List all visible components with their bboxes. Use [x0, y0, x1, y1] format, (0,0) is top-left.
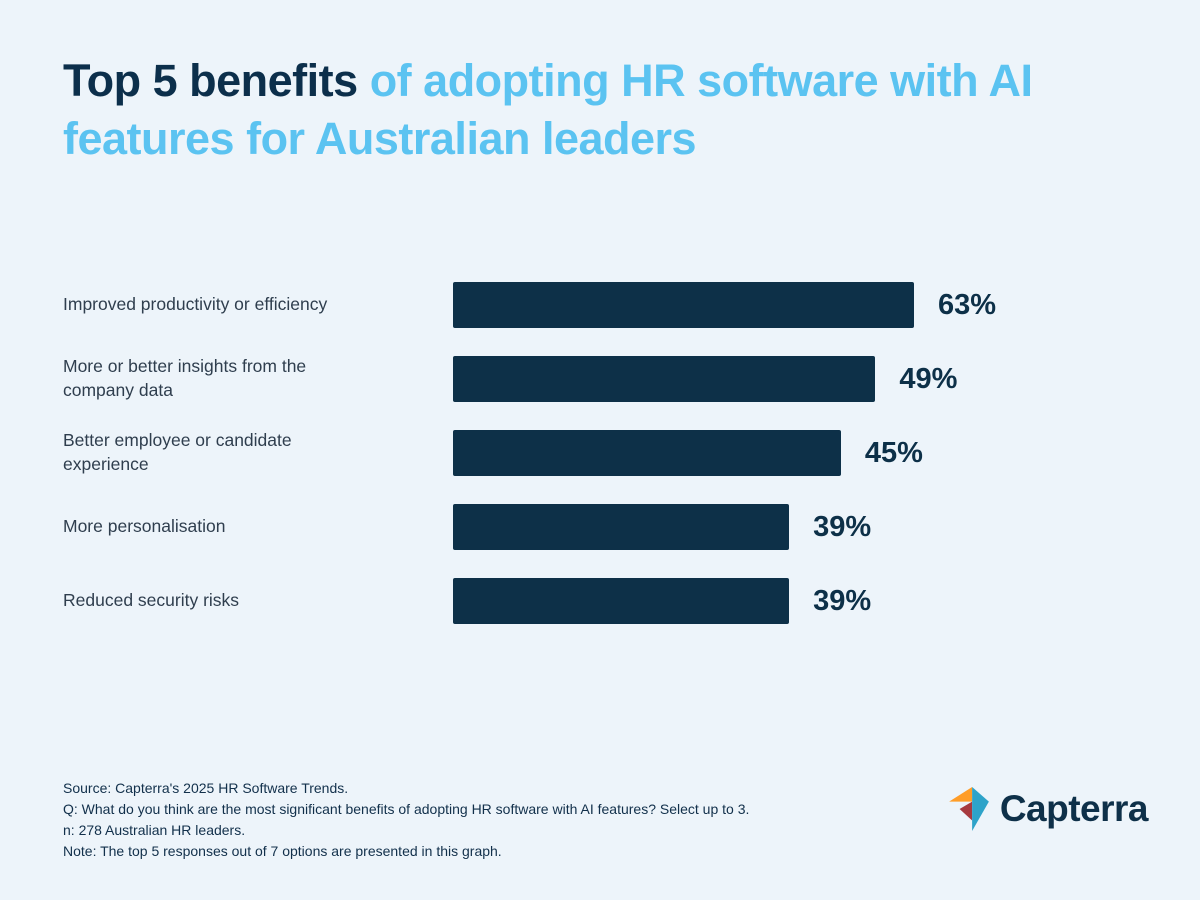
- capterra-logo-icon: [948, 787, 989, 831]
- capterra-wordmark: Capterra: [999, 788, 1149, 829]
- bar-track: 63%: [453, 282, 996, 328]
- bar-track: 39%: [453, 504, 996, 550]
- source-line: Source: Capterra's 2025 HR Software Tren…: [63, 780, 349, 796]
- page-title: Top 5 benefits of adopting HR software wi…: [63, 52, 1133, 167]
- source-notes: Source: Capterra's 2025 HR Software Tren…: [63, 778, 863, 862]
- category-label: More personalisation: [63, 516, 226, 537]
- chart-row: More or better insights from the company…: [63, 342, 1137, 416]
- title-light-segment: of adopting HR software with AI features…: [63, 55, 1033, 164]
- category-label: Reduced security risks: [63, 590, 240, 611]
- value-label: 39%: [813, 510, 872, 543]
- bar: [453, 504, 790, 550]
- value-label: 49%: [899, 362, 958, 395]
- sample-line: n: 278 Australian HR leaders.: [63, 822, 246, 838]
- chart-row: Reduced security risks 39%: [63, 564, 1137, 638]
- bar-track: 49%: [453, 356, 996, 402]
- bar: [453, 430, 841, 476]
- bar-track: 45%: [453, 430, 996, 476]
- bar: [453, 282, 914, 328]
- bar-chart: Improved productivity or efficiency 63% …: [63, 268, 1137, 638]
- bar: [453, 356, 876, 402]
- title-dark-segment: Top 5 benefits: [63, 55, 358, 106]
- value-label: 45%: [864, 436, 923, 469]
- bar: [453, 578, 790, 624]
- value-label: 63%: [937, 288, 996, 321]
- value-label: 39%: [813, 584, 872, 617]
- capterra-logo: Capterra: [948, 786, 1149, 832]
- bar-track: 39%: [453, 578, 996, 624]
- question-line: Q: What do you think are the most signif…: [63, 801, 750, 817]
- note-line: Note: The top 5 responses out of 7 optio…: [63, 843, 502, 859]
- category-label: More or better insights from the company…: [63, 356, 307, 400]
- chart-row: Improved productivity or efficiency 63%: [63, 268, 1137, 342]
- chart-row: Better employee or candidate experience …: [63, 416, 1137, 490]
- category-label: Improved productivity or efficiency: [63, 294, 328, 315]
- category-label: Better employee or candidate experience: [63, 430, 292, 474]
- chart-row: More personalisation 39%: [63, 490, 1137, 564]
